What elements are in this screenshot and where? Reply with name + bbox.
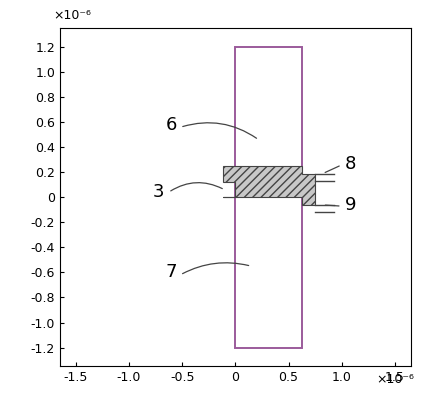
Text: ×10⁻⁶: ×10⁻⁶ xyxy=(377,373,414,386)
Text: 3: 3 xyxy=(153,184,165,201)
Text: 7: 7 xyxy=(166,263,177,282)
Text: ×10⁻⁶: ×10⁻⁶ xyxy=(53,9,91,22)
Text: 9: 9 xyxy=(345,196,356,214)
Text: 6: 6 xyxy=(166,116,177,134)
Bar xyxy=(235,47,303,348)
Polygon shape xyxy=(223,166,315,205)
Text: 8: 8 xyxy=(345,155,356,173)
